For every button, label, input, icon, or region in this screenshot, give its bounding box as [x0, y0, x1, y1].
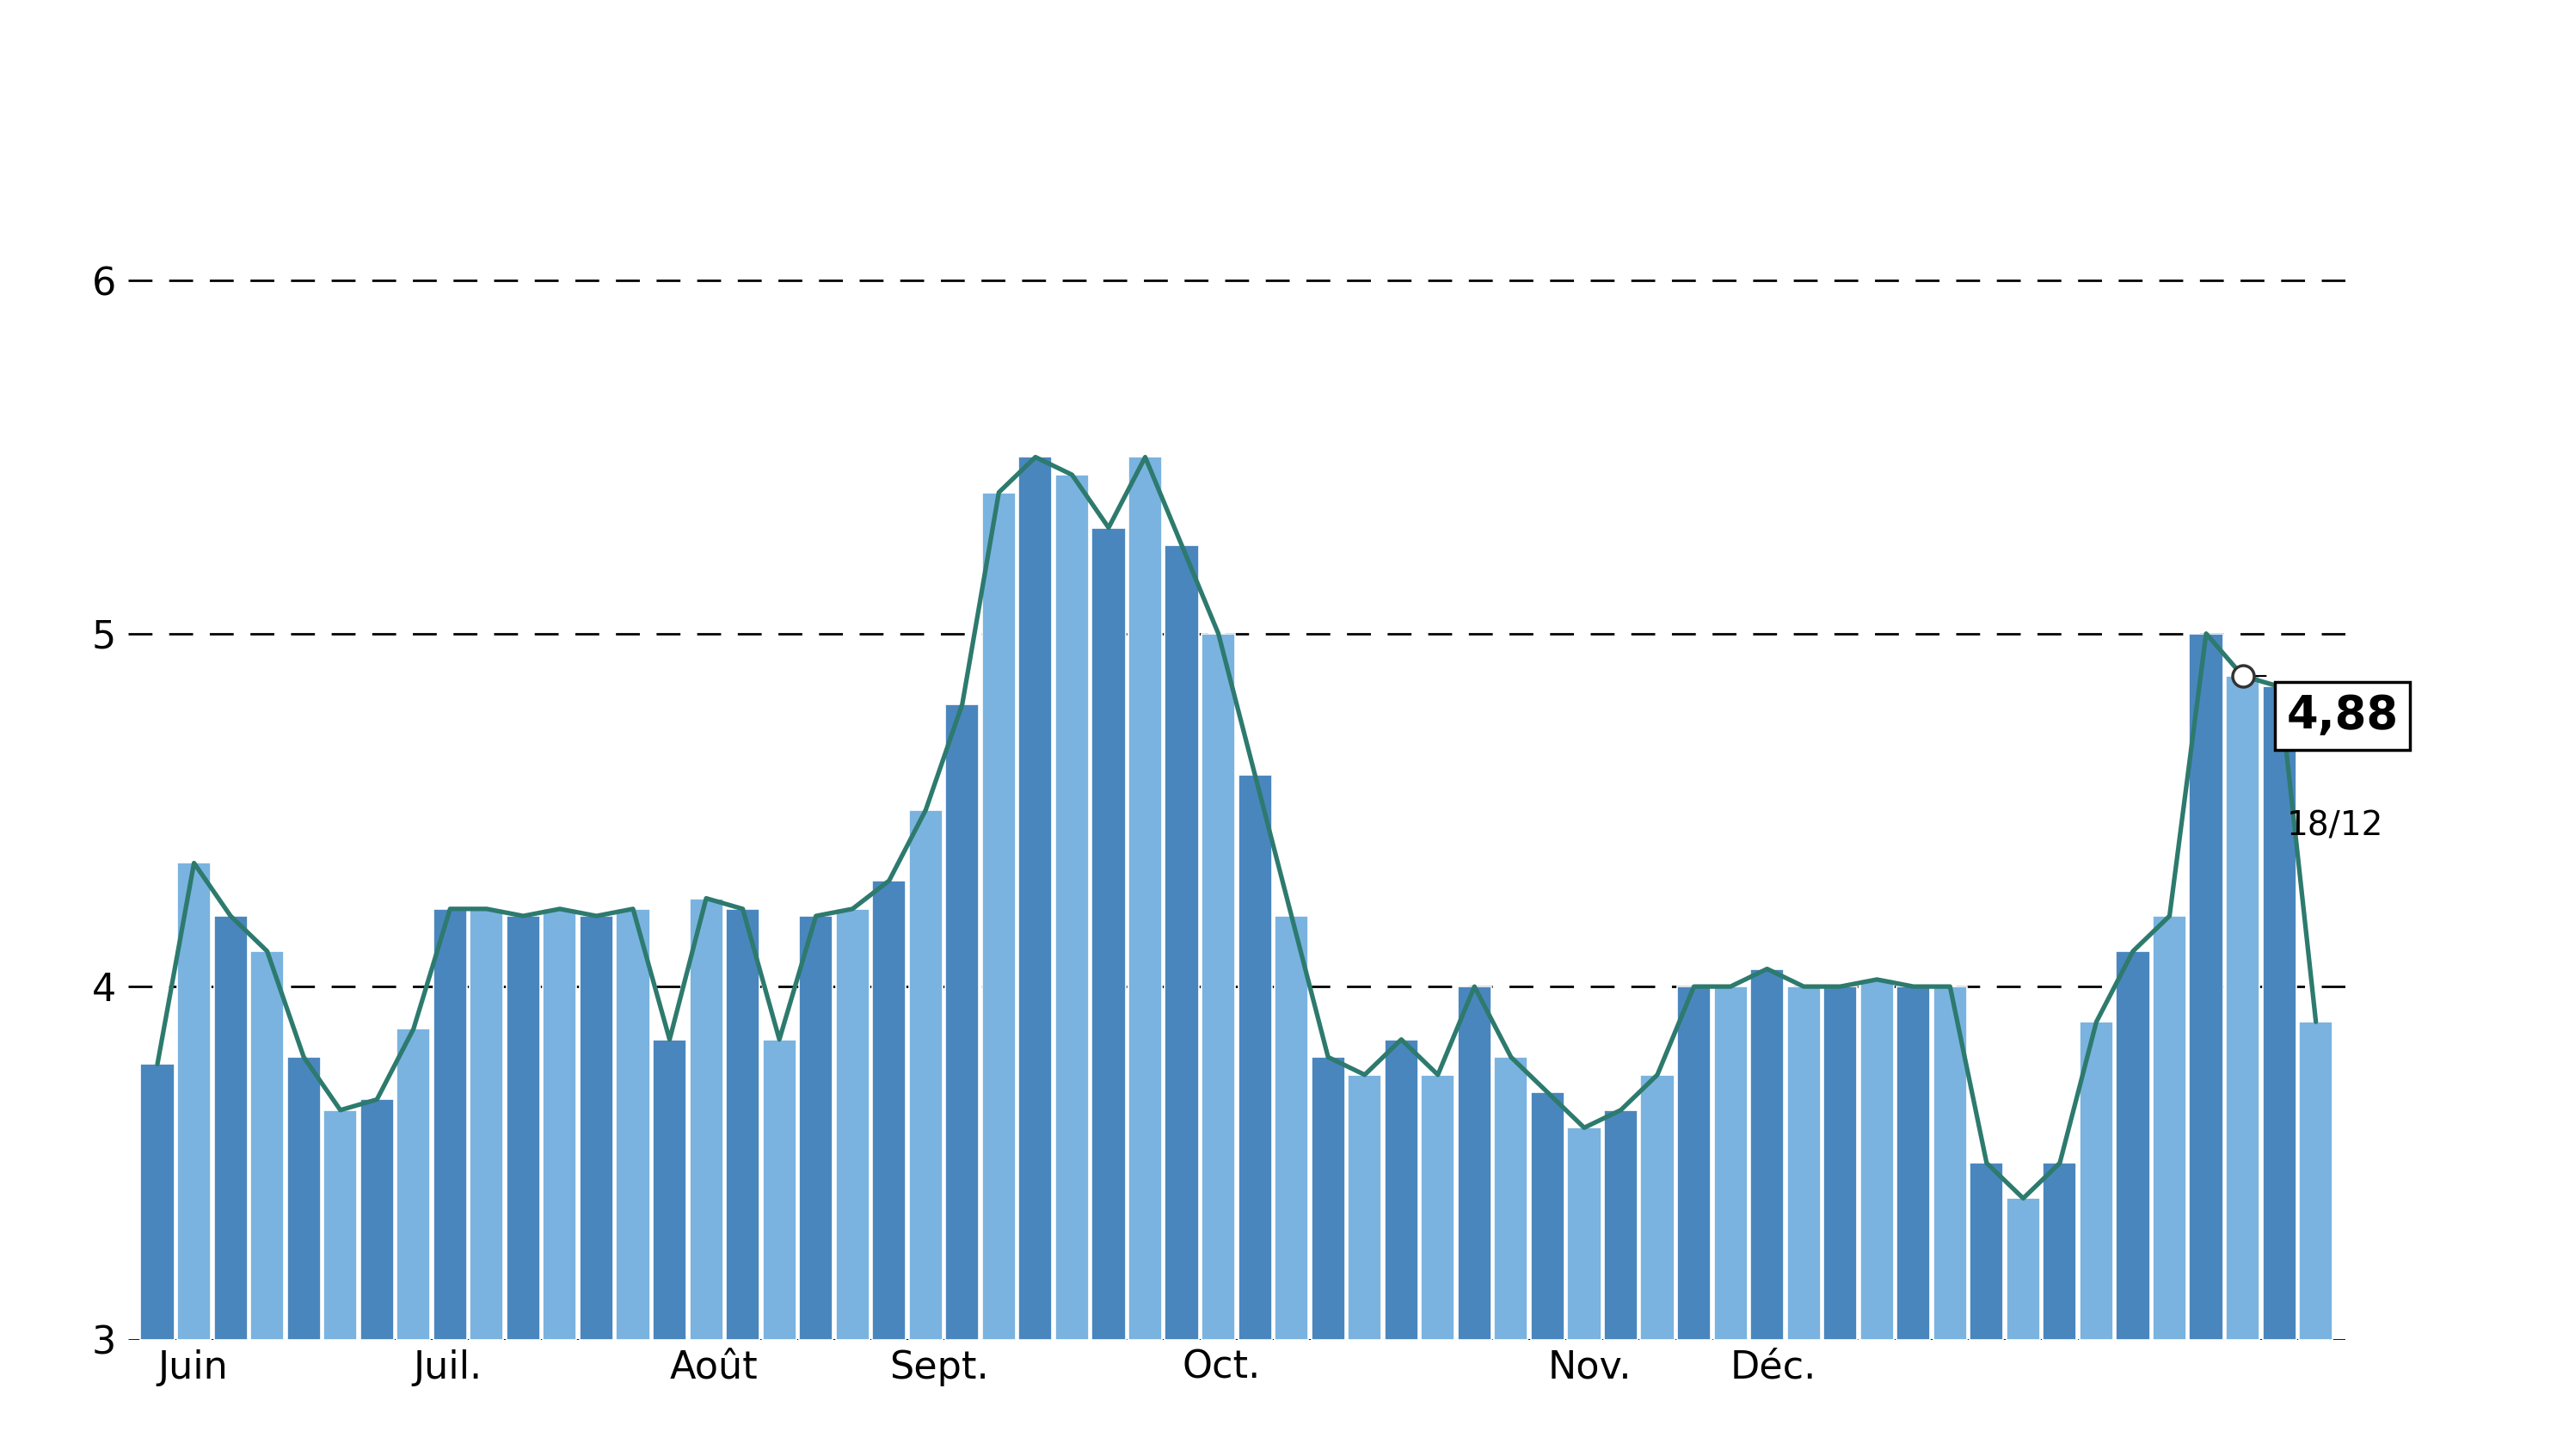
Bar — [433, 909, 466, 1340]
Bar — [982, 492, 1015, 1340]
Bar — [287, 1057, 320, 1340]
Bar — [910, 810, 943, 1340]
Bar — [1312, 1057, 1346, 1340]
Bar — [1384, 1040, 1417, 1340]
Bar — [1971, 1163, 2004, 1340]
Bar — [1092, 527, 1125, 1340]
Bar — [1751, 968, 1784, 1340]
Bar — [2263, 687, 2296, 1340]
Bar — [800, 916, 833, 1340]
Bar — [213, 916, 249, 1340]
Bar — [836, 909, 869, 1340]
Bar — [251, 951, 284, 1340]
Bar — [725, 909, 759, 1340]
Bar — [871, 881, 905, 1340]
Bar — [359, 1099, 395, 1340]
Bar — [543, 909, 577, 1340]
Bar — [1274, 916, 1307, 1340]
Bar — [689, 898, 723, 1340]
Bar — [1861, 980, 1894, 1340]
Bar — [1056, 475, 1089, 1340]
Bar — [946, 705, 979, 1340]
Text: TRONICS: TRONICS — [1012, 35, 1551, 140]
Bar — [1640, 1075, 1674, 1340]
Bar — [1897, 987, 1930, 1340]
Bar — [2043, 1163, 2076, 1340]
Bar — [1933, 987, 1966, 1340]
Bar — [177, 863, 210, 1340]
Bar — [1715, 987, 1748, 1340]
Bar — [2225, 676, 2261, 1340]
Bar — [615, 909, 651, 1340]
Bar — [1348, 1075, 1381, 1340]
Bar — [1128, 457, 1161, 1340]
Bar — [1238, 775, 1271, 1340]
Bar — [1202, 633, 1235, 1340]
Bar — [2117, 951, 2150, 1340]
Bar — [654, 1040, 687, 1340]
Bar — [1786, 987, 1820, 1340]
Bar — [1676, 987, 1710, 1340]
Bar — [323, 1109, 356, 1340]
Bar — [469, 909, 502, 1340]
Bar — [507, 916, 541, 1340]
Bar — [1494, 1057, 1528, 1340]
Bar — [2007, 1198, 2040, 1340]
Bar — [1569, 1128, 1602, 1340]
Bar — [2189, 633, 2222, 1340]
Bar — [1458, 987, 1492, 1340]
Bar — [141, 1064, 174, 1340]
Bar — [2153, 916, 2186, 1340]
Bar — [1420, 1075, 1456, 1340]
Bar — [764, 1040, 797, 1340]
Bar — [1018, 457, 1053, 1340]
Text: 18/12: 18/12 — [2286, 810, 2384, 843]
Bar — [1604, 1109, 1638, 1340]
Bar — [1530, 1092, 1563, 1340]
Bar — [1822, 987, 1858, 1340]
Bar — [2299, 1022, 2332, 1340]
Bar — [397, 1029, 431, 1340]
Bar — [1166, 546, 1199, 1340]
Text: 4,88: 4,88 — [2286, 693, 2399, 738]
Bar — [579, 916, 613, 1340]
Bar — [2079, 1022, 2114, 1340]
